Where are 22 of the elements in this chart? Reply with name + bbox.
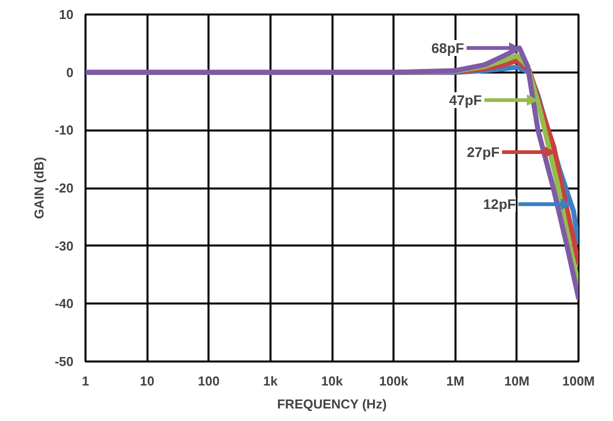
y-tick-label: -40: [54, 296, 74, 312]
y-tick-label: -20: [54, 180, 74, 196]
x-tick-label: 10: [140, 374, 154, 388]
x-tick-label: 100k: [379, 374, 409, 388]
legend-label: 12pF: [483, 196, 516, 212]
x-tick-label: 100: [198, 374, 220, 388]
x-tick-label: 1: [82, 374, 90, 388]
legend-label: 27pF: [466, 144, 500, 160]
x-tick-label: 10M: [504, 374, 530, 388]
x-axis-title: FREQUENCY (Hz): [277, 396, 387, 412]
y-tick-label: -50: [54, 354, 74, 369]
y-axis-title: GAIN (dB): [32, 156, 47, 220]
x-tick-label: 1k: [263, 374, 278, 388]
y-tick-label: 10: [59, 7, 74, 22]
legend-label: 47pF: [449, 92, 482, 108]
y-tick-label: -10: [54, 122, 74, 138]
x-tick-label: 100M: [562, 374, 595, 388]
x-tick-label: 1M: [446, 374, 464, 388]
y-tick-label: 0: [66, 64, 74, 80]
legend-label: 68pF: [431, 40, 464, 56]
y-tick-label: -30: [54, 238, 74, 254]
x-tick-label: 10k: [321, 374, 344, 388]
